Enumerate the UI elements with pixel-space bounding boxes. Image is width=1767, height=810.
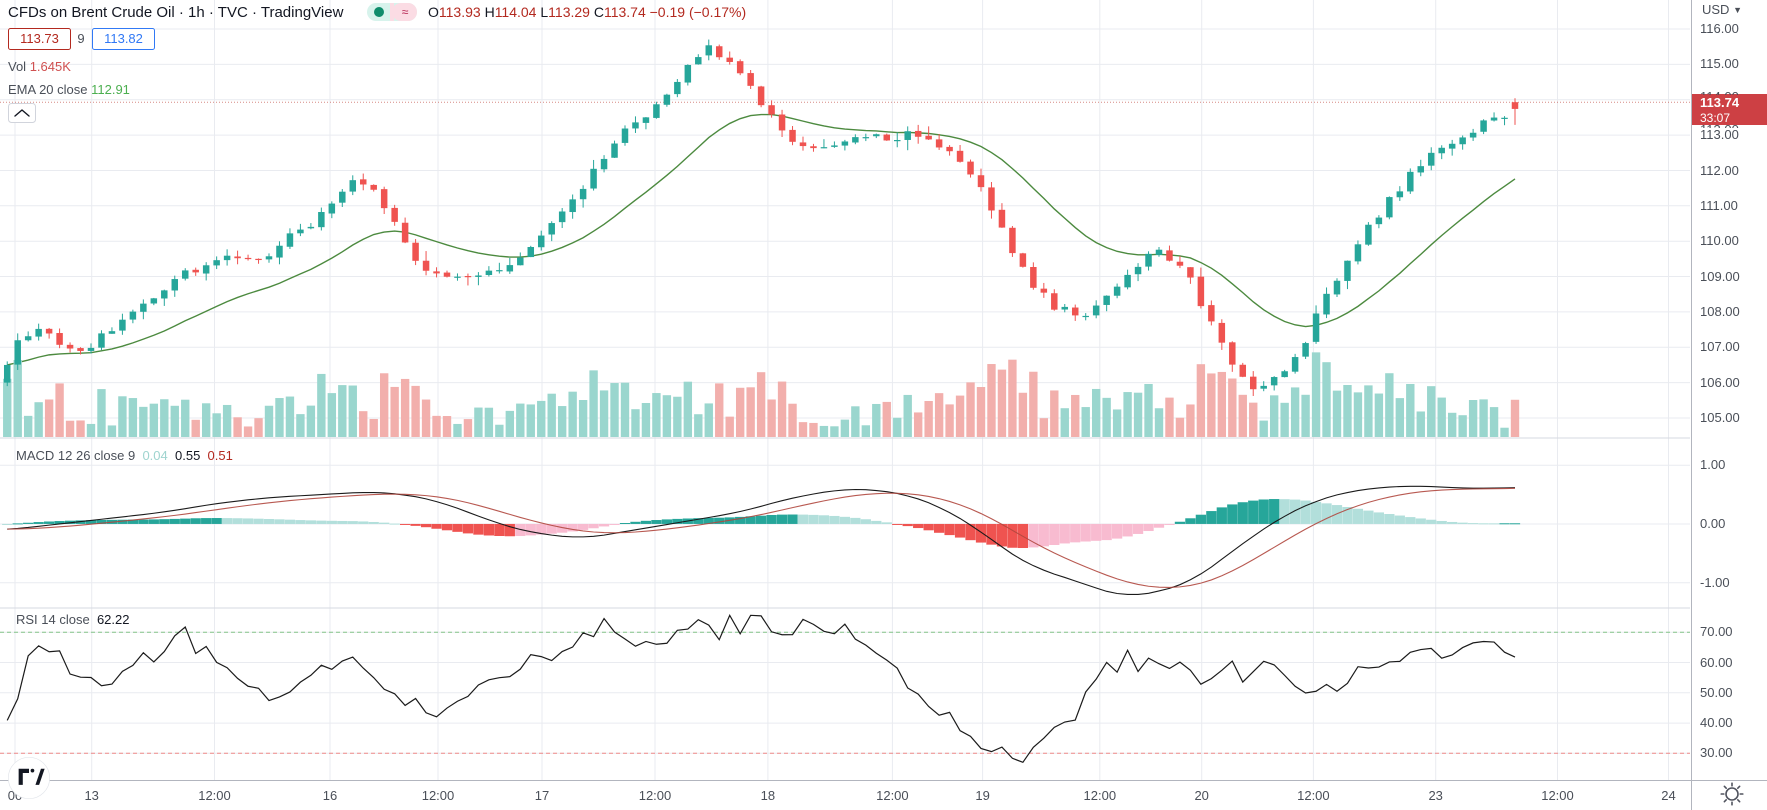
svg-text:9: 9 [77,31,84,46]
svg-text:113.82: 113.82 [104,31,143,46]
svg-text:113.73: 113.73 [20,31,59,46]
svg-text:≈: ≈ [402,5,409,19]
